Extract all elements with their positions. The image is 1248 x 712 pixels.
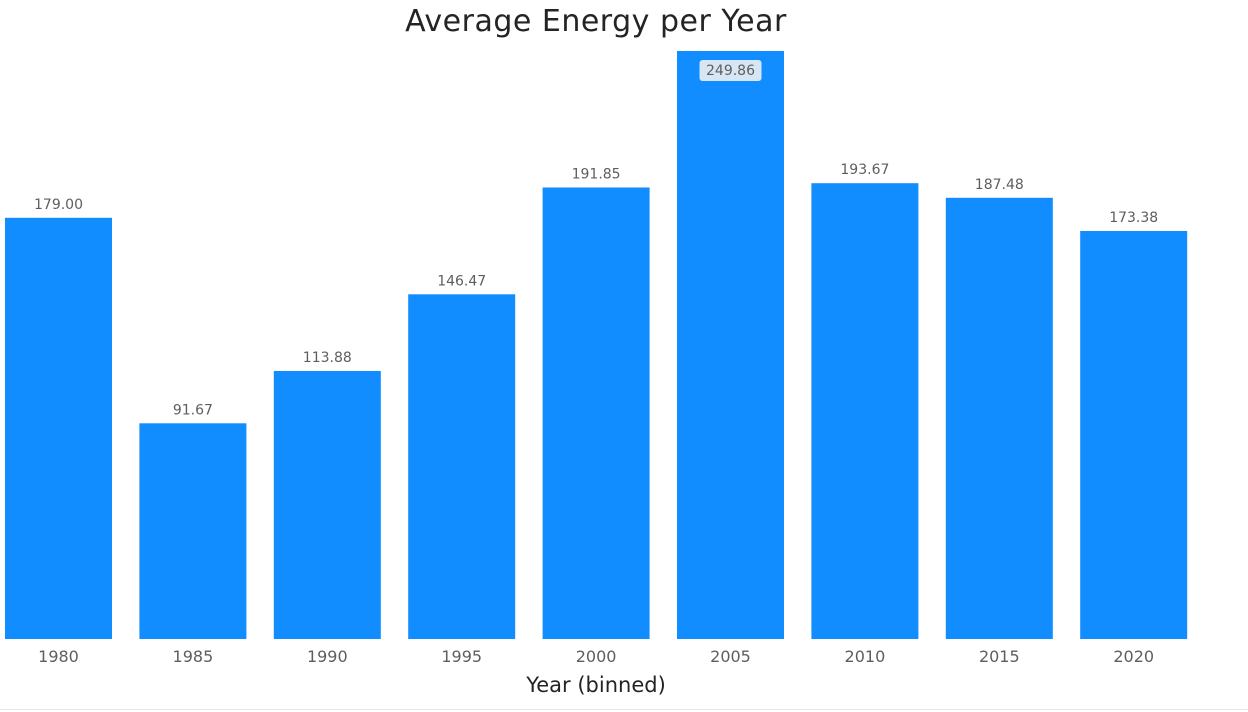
bar-2010[interactable] xyxy=(811,183,919,639)
x-tick-label-1985: 1985 xyxy=(173,647,214,666)
data-label-1985: 91.67 xyxy=(173,402,213,418)
bar-2000[interactable] xyxy=(542,187,650,640)
bar-1980[interactable] xyxy=(5,217,112,640)
data-label-1980: 179.00 xyxy=(34,197,83,213)
x-tick-label-2015: 2015 xyxy=(979,647,1020,666)
data-label-2000: 191.85 xyxy=(572,167,621,183)
data-label-1990: 113.88 xyxy=(303,350,352,366)
data-label-background xyxy=(699,60,762,81)
chart-bottom-border xyxy=(0,709,1248,710)
data-label-2005: 249.86 xyxy=(706,63,755,79)
data-label-1995: 146.47 xyxy=(437,273,486,289)
x-axis-title: Year (binned) xyxy=(526,673,666,697)
data-label-2015: 187.48 xyxy=(975,177,1024,193)
data-label-2010: 193.67 xyxy=(840,162,889,178)
x-tick-label-1995: 1995 xyxy=(441,647,482,666)
data-label-2020: 173.38 xyxy=(1109,210,1158,226)
x-tick-label-1990: 1990 xyxy=(307,647,348,666)
x-tick-label-2020: 2020 xyxy=(1113,647,1154,666)
chart-title: Average Energy per Year xyxy=(405,4,787,39)
x-tick-label-1980: 1980 xyxy=(38,647,79,666)
bar-2015[interactable] xyxy=(945,197,1053,640)
x-tick-label-2010: 2010 xyxy=(845,647,886,666)
bar-1995[interactable] xyxy=(408,294,516,639)
x-tick-label-2005: 2005 xyxy=(710,647,751,666)
bar-2005[interactable] xyxy=(677,51,784,639)
x-tick-label-2000: 2000 xyxy=(576,647,617,666)
bar-2020[interactable] xyxy=(1080,231,1188,639)
bar-1990[interactable] xyxy=(273,371,381,639)
bar-1985[interactable] xyxy=(139,423,247,639)
